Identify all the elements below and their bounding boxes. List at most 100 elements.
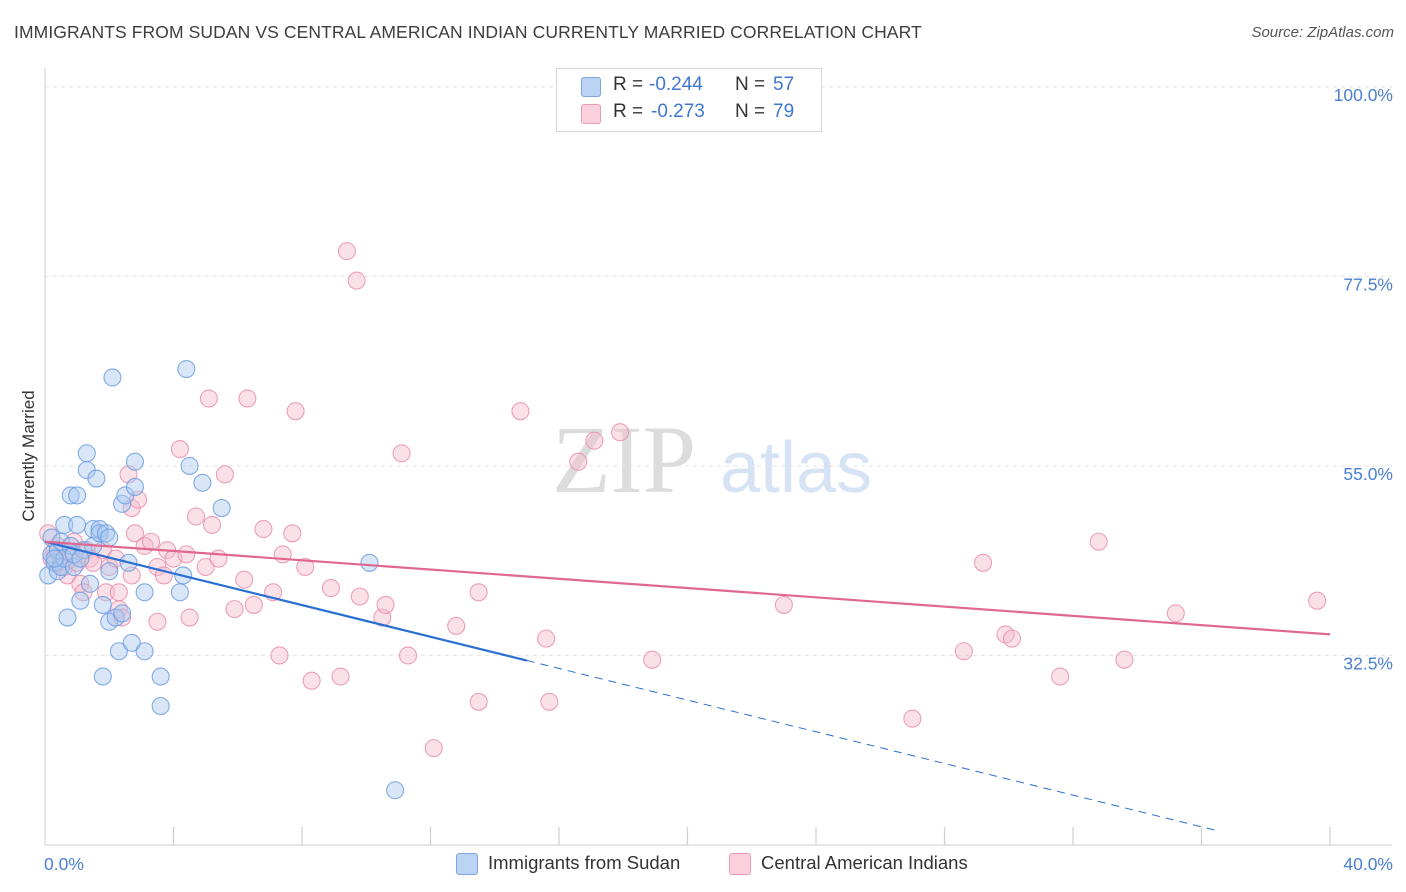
data-point-sudan [45,549,64,568]
data-point-cai [235,570,254,589]
data-point-sudan [58,608,77,627]
data-point-cai [244,595,263,614]
watermark: ZIP atlas [552,406,872,513]
data-point-sudan [125,452,144,471]
data-point-cai [585,431,604,450]
data-point-cai [199,389,218,408]
data-point-cai [424,739,443,758]
data-point-sudan [55,515,74,534]
data-point-cai [296,557,315,577]
data-point-cai [186,507,206,526]
legend-n-value-sudan: 57 [773,74,795,95]
data-point-cai [392,444,411,463]
watermark-zip: ZIP [552,406,696,513]
data-point-cai [469,692,488,711]
data-point-cai [302,671,321,690]
x-tick-label-min: 0.0% [44,854,84,874]
data-point-sudan [122,633,141,652]
y-tick-label: 100.0% [1334,85,1393,105]
data-point-sudan [125,477,144,497]
y-tick-label: 55.0% [1343,464,1393,484]
axes [44,68,1392,846]
data-point-sudan [151,696,170,716]
data-point-sudan [360,553,379,572]
data-point-sudan [113,604,132,623]
data-point-cai [350,587,369,606]
data-point-sudan [103,368,122,387]
data-point-sudan [77,444,96,463]
trend-line-cai [44,540,1331,636]
data-point-sudan [135,583,154,602]
data-point-cai [1051,667,1070,686]
data-point-sudan [109,642,128,661]
data-point-cai [203,515,222,534]
data-point-sudan [100,562,119,581]
data-point-sudan [100,528,119,547]
tick-labels: 32.5% 55.0% 77.5% 100.0% 0.0% 40.0% [44,85,1393,874]
data-point-cai [347,271,366,290]
data-point-cai [209,549,228,568]
legend-swatch-sudan [581,77,601,97]
data-point-cai [215,465,234,484]
bottom-legend-label-sudan: Immigrants from Sudan [488,852,681,873]
bottom-legend-swatch-cai [729,853,751,875]
series-central-american-indians [39,242,1327,758]
data-point-cai [973,553,993,572]
grid-lines [45,86,1392,656]
legend-r-label: R = [613,74,644,95]
chart-source: Source: ZipAtlas.com [1251,24,1394,41]
data-point-sudan [90,524,109,543]
data-point-cai [447,616,466,636]
chart-title: IMMIGRANTS FROM SUDAN VS CENTRAL AMERICA… [14,22,922,42]
data-point-cai [196,557,215,577]
data-point-sudan [177,359,196,379]
data-point-cai [283,524,302,543]
data-point-cai [376,595,395,614]
data-point-cai [148,612,167,631]
data-point-sudan [386,781,405,800]
data-point-sudan [68,486,87,505]
data-point-cai [1308,591,1327,610]
data-point-sudan [93,667,112,686]
legend-swatch-cai [581,104,601,124]
data-point-sudan [135,642,154,661]
data-point-cai [286,402,305,421]
trend-line-sudan [44,540,528,662]
watermark-atlas: atlas [720,428,872,508]
data-point-sudan [71,591,90,610]
correlation-legend: R = -0.244 N = 57 R = -0.273 N = 79 [556,68,822,132]
data-point-cai [238,389,257,408]
data-point-cai [511,402,530,421]
legend-n-value-cai: 79 [773,101,795,122]
y-axis-label: Currently Married [19,390,38,521]
data-point-cai [643,650,662,669]
data-point-sudan [151,667,170,686]
data-point-cai [903,709,922,728]
data-point-cai [109,583,128,602]
data-point-sudan [61,486,80,505]
data-point-cai [569,452,588,471]
bottom-legend-label-cai: Central American Indians [761,852,968,873]
data-point-cai [1002,629,1022,648]
data-point-cai [537,629,556,648]
x-tick-label-max: 40.0% [1343,854,1393,874]
legend-r-value-sudan: -0.244 [649,74,703,95]
data-point-cai [774,595,793,614]
y-tick-label: 77.5% [1343,274,1393,294]
trend-line-sudan-extrapolated [526,660,1218,832]
series-immigrants-from-sudan [39,359,405,800]
data-point-cai [1089,532,1108,551]
data-point-cai [125,524,144,543]
legend-r-value-cai: -0.273 [651,101,705,122]
data-point-cai [141,532,161,551]
data-point-sudan [80,574,100,593]
legend-r-label: R = [613,101,644,122]
data-point-sudan [212,498,231,518]
data-point-cai [954,642,973,661]
y-tick-label: 32.5% [1343,653,1393,673]
data-point-cai [254,520,273,539]
data-point-sudan [87,469,106,488]
data-point-cai [180,608,199,627]
data-point-cai [398,646,418,665]
